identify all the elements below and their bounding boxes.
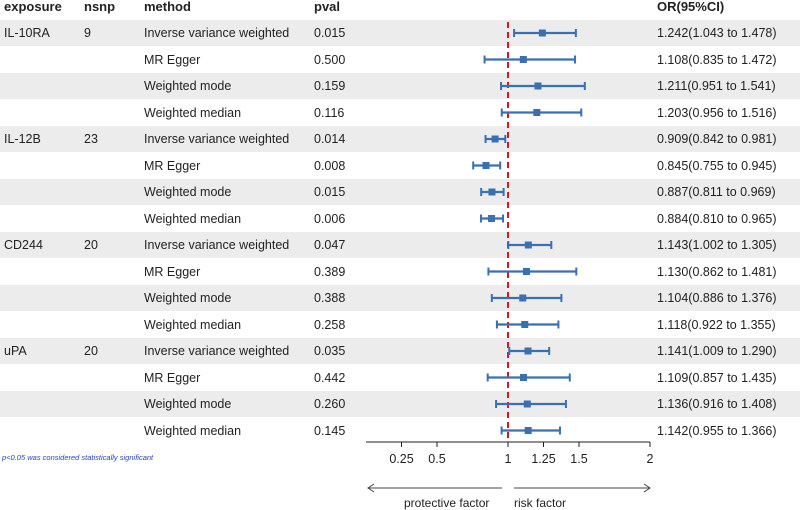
cell-or-text: 1.203(0.956 to 1.516)	[657, 105, 777, 120]
cell-pval: 0.145	[314, 423, 346, 438]
x-tick-label: 1	[504, 452, 512, 466]
protective-arrow-head	[367, 483, 375, 493]
risk-factor-label: risk factor	[514, 496, 567, 510]
x-tick-label: 1.5	[570, 452, 588, 466]
or-point	[524, 347, 532, 355]
row-band	[0, 20, 800, 46]
or-point	[522, 268, 530, 275]
cell-method: Inverse variance weighted	[144, 344, 290, 358]
row-band	[0, 179, 800, 205]
cell-pval: 0.014	[314, 132, 346, 146]
cell-or-text: 1.211(0.951 to 1.541)	[657, 79, 776, 93]
cell-exposure: IL-10RA	[4, 26, 50, 40]
cell-method: MR Egger	[144, 52, 201, 67]
x-tick-label: 1.25	[531, 452, 556, 466]
row-band	[0, 338, 800, 364]
cell-or-text: 0.909(0.842 to 0.981)	[657, 132, 777, 146]
cell-method: MR Egger	[144, 158, 201, 173]
cell-method: Inverse variance weighted	[144, 238, 290, 252]
cell-pval: 0.389	[314, 264, 346, 279]
protective-factor-label: protective factor	[404, 496, 490, 510]
or-point	[519, 294, 527, 302]
or-point	[534, 82, 542, 90]
header-method: method	[144, 0, 191, 14]
x-tick-label: 0.5	[428, 452, 446, 466]
cell-method: MR Egger	[144, 264, 201, 279]
row-band	[0, 126, 800, 152]
cell-exposure: IL-12B	[4, 132, 41, 146]
cell-or-text: 1.118(0.922 to 1.355)	[657, 317, 776, 332]
header-or: OR(95%CI)	[657, 0, 725, 14]
cell-method: Inverse variance weighted	[144, 132, 290, 146]
cell-or-text: 1.242(1.043 to 1.478)	[657, 26, 777, 40]
row-band	[0, 391, 800, 417]
or-point	[538, 29, 546, 37]
or-point	[488, 215, 496, 222]
cell-nsnp: 20	[84, 344, 98, 358]
cell-nsnp: 20	[84, 238, 98, 252]
or-point	[519, 374, 527, 381]
cell-method: Inverse variance weighted	[144, 26, 290, 40]
or-point	[524, 427, 532, 434]
row-band	[0, 73, 800, 99]
cell-or-text: 0.845(0.755 to 0.945)	[657, 158, 777, 173]
header-pval: pval	[314, 0, 341, 14]
cell-or-text: 1.104(0.886 to 1.376)	[657, 291, 777, 305]
cell-or-text: 1.109(0.857 to 1.435)	[657, 370, 777, 385]
cell-method: MR Egger	[144, 370, 201, 385]
or-point	[521, 321, 529, 328]
or-point	[524, 241, 532, 249]
cell-pval: 0.388	[314, 291, 346, 305]
row-band	[0, 232, 800, 258]
cell-method: Weighted median	[144, 317, 242, 332]
cell-method: Weighted mode	[144, 291, 232, 305]
cell-pval: 0.500	[314, 52, 346, 67]
cell-pval: 0.159	[314, 79, 346, 93]
cell-method: Weighted median	[144, 211, 242, 226]
significance-note: p<0.05 was considered statistically sign…	[2, 453, 154, 462]
cell-pval: 0.047	[314, 238, 346, 252]
cell-method: Weighted mode	[144, 79, 232, 93]
cell-pval: 0.442	[314, 370, 346, 385]
cell-method: Weighted median	[144, 423, 242, 438]
cell-nsnp: 9	[84, 26, 91, 40]
cell-pval: 0.015	[314, 185, 346, 199]
or-point	[519, 56, 527, 63]
cell-or-text: 1.141(1.009 to 1.290)	[657, 344, 777, 358]
cell-pval: 0.008	[314, 158, 346, 173]
cell-pval: 0.015	[314, 26, 346, 40]
cell-exposure: CD244	[4, 238, 43, 252]
or-point	[523, 400, 531, 408]
or-point	[482, 162, 490, 169]
cell-exposure: uPA	[4, 344, 27, 358]
row-band	[0, 285, 800, 311]
cell-pval: 0.116	[314, 105, 345, 120]
x-tick-label: 0.25	[389, 452, 414, 466]
risk-arrow-head	[643, 483, 651, 493]
cell-or-text: 0.884(0.810 to 0.965)	[657, 211, 777, 226]
cell-pval: 0.006	[314, 211, 346, 226]
cell-or-text: 1.136(0.916 to 1.408)	[657, 397, 777, 411]
cell-pval: 0.258	[314, 317, 346, 332]
or-point	[491, 135, 499, 143]
cell-pval: 0.035	[314, 344, 346, 358]
cell-or-text: 1.142(0.955 to 1.366)	[657, 423, 777, 438]
cell-pval: 0.260	[314, 397, 346, 411]
cell-or-text: 1.143(1.002 to 1.305)	[657, 238, 777, 252]
cell-or-text: 1.130(0.862 to 1.481)	[657, 264, 777, 279]
cell-method: Weighted mode	[144, 397, 232, 411]
cell-method: Weighted median	[144, 105, 242, 120]
or-point	[488, 188, 496, 196]
cell-or-text: 1.108(0.835 to 1.472)	[657, 52, 777, 67]
cell-method: Weighted mode	[144, 185, 232, 199]
cell-nsnp: 23	[84, 132, 98, 146]
cell-or-text: 0.887(0.811 to 0.969)	[657, 185, 776, 199]
or-point	[533, 109, 541, 116]
header-exposure: exposure	[4, 0, 62, 14]
x-tick-label: 2	[646, 452, 654, 466]
header-nsnp: nsnp	[84, 0, 116, 14]
